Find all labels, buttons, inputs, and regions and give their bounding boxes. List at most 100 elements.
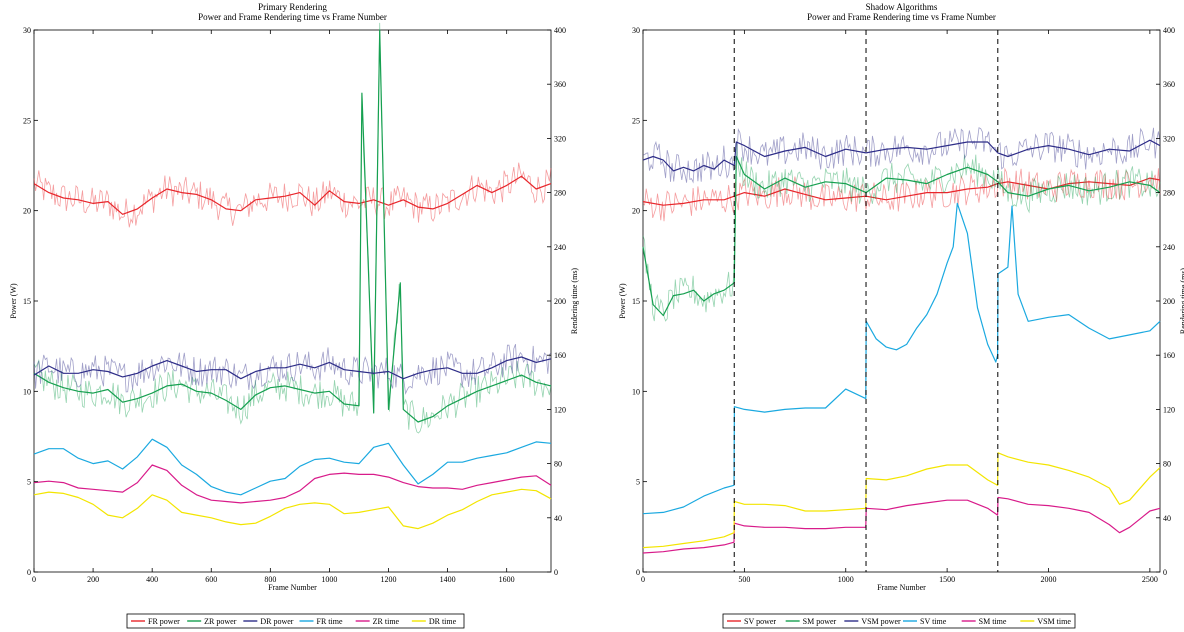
x-tick-label: 0 <box>32 575 36 584</box>
x-tick-label: 1600 <box>499 575 515 584</box>
y-tick-label-right: 240 <box>554 243 566 252</box>
y-tick-label-left: 20 <box>23 207 31 216</box>
series-noise-line <box>642 167 1161 222</box>
y-axis-label-left: Power (W) <box>9 283 18 319</box>
y-tick-label-right: 80 <box>1163 460 1171 469</box>
legend-label: SM power <box>803 617 837 626</box>
plot-area <box>642 29 1161 573</box>
x-tick-label: 800 <box>264 575 276 584</box>
x-tick-label: 0 <box>641 575 645 584</box>
x-tick-label: 1200 <box>381 575 397 584</box>
y-tick-label-right: 240 <box>1163 243 1175 252</box>
series-line <box>33 356 552 380</box>
legend-label: SV power <box>744 617 776 626</box>
y-tick-label-left: 5 <box>636 478 640 487</box>
y-axis-label-left: Power (W) <box>618 283 627 319</box>
x-tick-label: 1500 <box>939 575 955 584</box>
series-zr-power <box>33 22 552 434</box>
y-tick-label-left: 15 <box>23 297 31 306</box>
x-tick-label: 500 <box>738 575 750 584</box>
series-dr-time <box>33 488 552 530</box>
y-tick-label-right: 200 <box>1163 297 1175 306</box>
series-line <box>642 139 1161 172</box>
legend-label: FR time <box>317 617 343 626</box>
y-tick-label-left: 10 <box>632 387 640 396</box>
legend-label: FR power <box>148 617 180 626</box>
y-tick-label-right: 160 <box>1163 351 1175 360</box>
y-tick-label-left: 0 <box>27 568 31 577</box>
y-tick-label-right: 280 <box>1163 189 1175 198</box>
legend-label: SM time <box>979 617 1007 626</box>
x-tick-label: 1000 <box>838 575 854 584</box>
series-noise-line <box>33 22 552 434</box>
series-line <box>33 29 552 423</box>
series-line <box>642 452 1161 549</box>
series-line <box>33 488 552 530</box>
legend-label: DR power <box>260 617 293 626</box>
x-axis-label: Frame Number <box>877 583 926 592</box>
y-tick-label-right: 80 <box>554 460 562 469</box>
legend: FR power ZR power DR power FR time ZR time DR… <box>126 613 465 629</box>
y-tick-label-left: 5 <box>27 478 31 487</box>
chart-subtitle: Power and Frame Rendering time vs Frame … <box>198 12 387 22</box>
series-sv-time <box>642 202 1161 515</box>
chart-title: Shadow Algorithms <box>866 2 938 12</box>
series-noise-line <box>33 344 552 395</box>
x-tick-label: 2000 <box>1040 575 1056 584</box>
y-tick-label-right: 280 <box>554 189 566 198</box>
series-vsm-time <box>642 452 1161 549</box>
y-tick-label-right: 320 <box>1163 134 1175 143</box>
legend-box <box>722 613 1076 629</box>
legend: SV power SM power VSM power SV time SM time V… <box>722 613 1076 629</box>
legend-label: VSM time <box>1037 617 1071 626</box>
y-tick-label-left: 20 <box>632 207 640 216</box>
series-line <box>33 438 552 496</box>
legend-label: SV time <box>920 617 947 626</box>
y-tick-label-right: 40 <box>1163 514 1171 523</box>
series-line <box>33 175 552 215</box>
legend-label: ZR time <box>373 617 400 626</box>
series-line <box>642 202 1161 515</box>
y-tick-label-right: 120 <box>1163 405 1175 414</box>
series-dr-power <box>33 344 552 395</box>
series-line <box>642 496 1161 554</box>
y-tick-label-left: 25 <box>632 116 640 125</box>
series-zr-time <box>33 464 552 504</box>
x-tick-label: 200 <box>87 575 99 584</box>
series-line <box>33 464 552 504</box>
legend-box <box>126 613 465 629</box>
y-tick-label-right: 120 <box>554 405 566 414</box>
legend-label: ZR power <box>204 617 237 626</box>
y-tick-label-right: 400 <box>1163 26 1175 35</box>
chart-subtitle: Power and Frame Rendering time vs Frame … <box>807 12 996 22</box>
chart-title: Primary Rendering <box>258 2 327 12</box>
legend-label: VSM power <box>861 617 901 626</box>
x-tick-label: 600 <box>205 575 217 584</box>
series-line <box>642 155 1161 317</box>
y-tick-label-right: 360 <box>1163 80 1175 89</box>
series-sm-power <box>642 141 1161 322</box>
y-tick-label-right: 0 <box>1163 568 1167 577</box>
y-tick-label-right: 200 <box>554 297 566 306</box>
y-tick-label-left: 25 <box>23 116 31 125</box>
series-sm-time <box>642 496 1161 554</box>
series-line <box>642 177 1161 206</box>
y-tick-label-left: 30 <box>632 26 640 35</box>
y-tick-label-right: 360 <box>554 80 566 89</box>
x-tick-label: 2500 <box>1142 575 1158 584</box>
y-tick-label-left: 0 <box>636 568 640 577</box>
series-vsm-power <box>642 127 1161 184</box>
y-axis-label-right: Rendering time (ms) <box>570 268 579 335</box>
y-tick-label-right: 40 <box>554 514 562 523</box>
x-tick-label: 400 <box>146 575 158 584</box>
legend-label: DR time <box>429 617 457 626</box>
y-axis-label-right: Rendering time (ms) <box>1179 268 1184 335</box>
y-tick-label-left: 15 <box>632 297 640 306</box>
series-noise-line <box>642 141 1161 322</box>
series-fr-power <box>33 162 552 228</box>
x-axis-label: Frame Number <box>268 583 317 592</box>
y-tick-label-right: 320 <box>554 134 566 143</box>
